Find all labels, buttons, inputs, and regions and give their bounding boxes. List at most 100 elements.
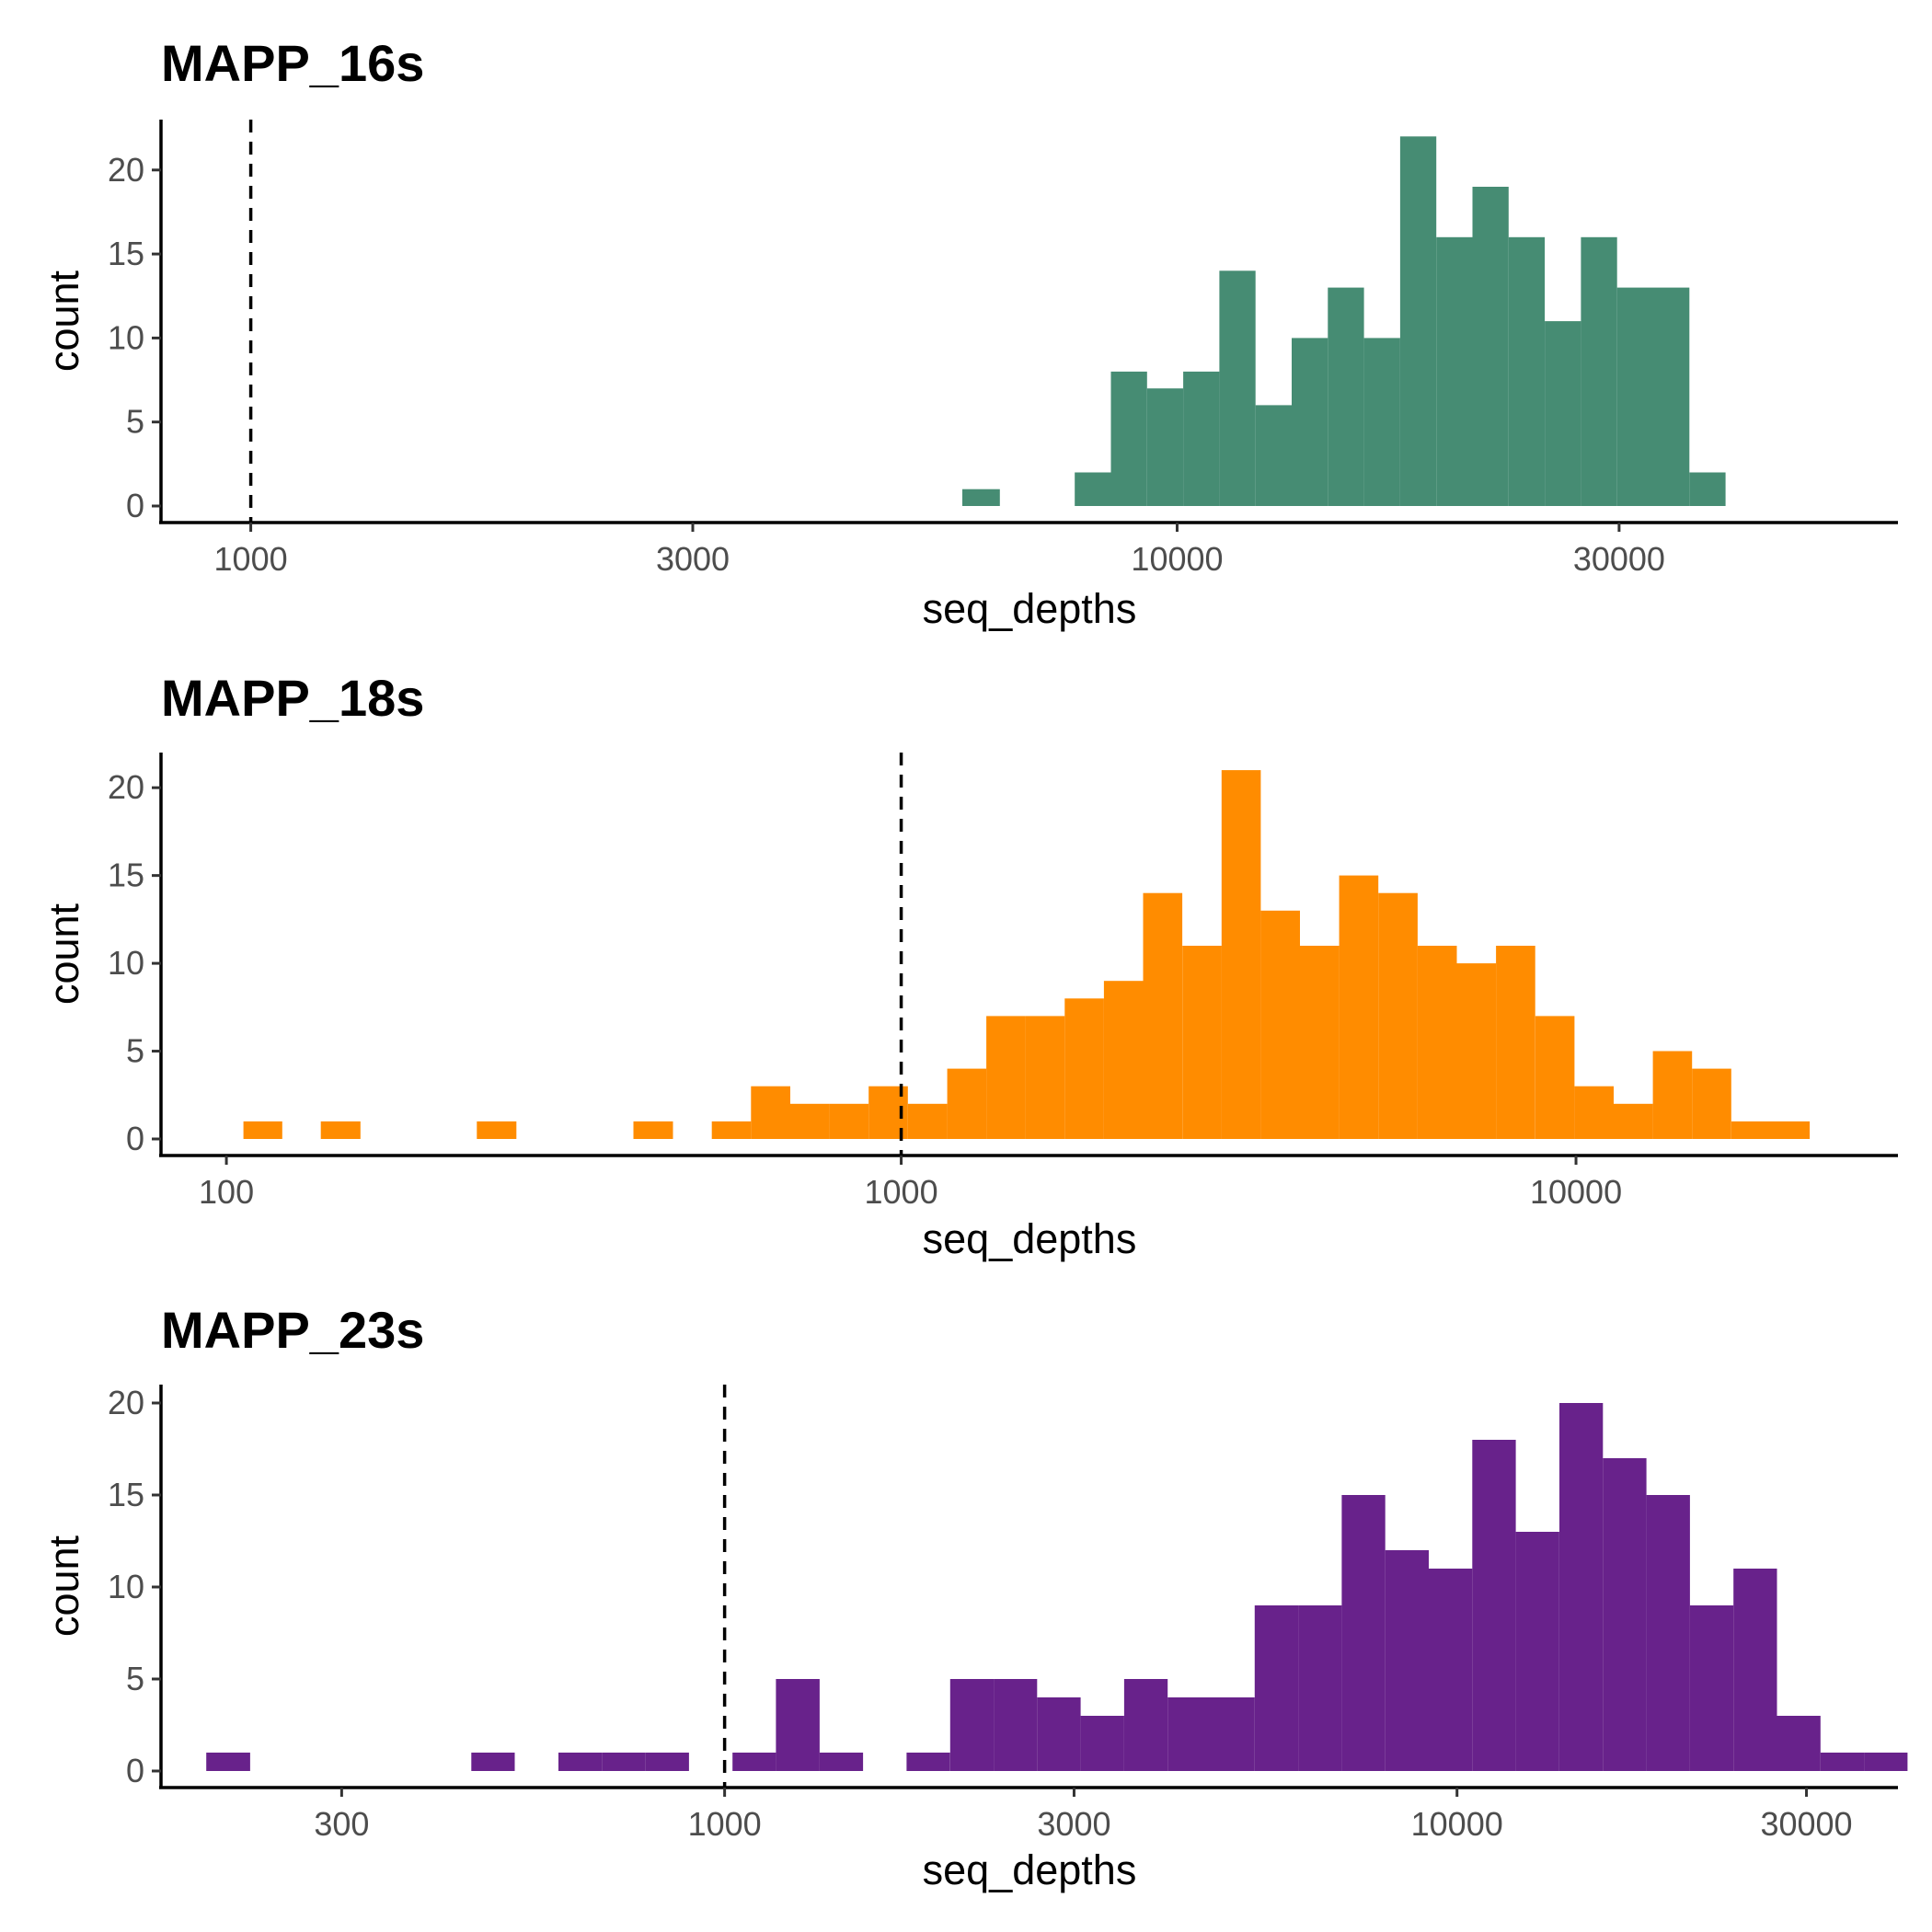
histogram-bar (602, 1753, 646, 1771)
bars-group (962, 136, 1726, 507)
x-axis-title: seq_depths (923, 1215, 1137, 1262)
histogram-bar (1219, 270, 1256, 506)
histogram-bar (1123, 1679, 1168, 1771)
histogram-bar (1731, 1121, 1771, 1139)
x-tick-label: 1000 (214, 540, 288, 578)
histogram-bar (906, 1753, 950, 1771)
histogram-bar (1064, 998, 1104, 1139)
y-tick-label: 15 (108, 235, 144, 272)
histogram-bar (1820, 1753, 1865, 1771)
y-tick-label: 0 (126, 1752, 144, 1789)
y-tick-label: 10 (108, 318, 144, 356)
histogram-bar (1211, 1697, 1255, 1771)
histogram-bar (1037, 1697, 1081, 1771)
histogram-bar (947, 1068, 987, 1139)
histogram-bar (1025, 1016, 1065, 1139)
histogram-bar (1183, 371, 1220, 506)
y-tick-label: 15 (108, 1476, 144, 1513)
y-ticks: 0 5 10 15 20 (108, 768, 161, 1157)
histogram-bar (819, 1753, 864, 1771)
histogram-bar (1080, 1716, 1124, 1771)
histogram-bar (986, 1016, 1026, 1139)
y-tick-label: 0 (126, 1120, 144, 1157)
histogram-bar (1653, 287, 1690, 506)
histogram-bar (1864, 1753, 1908, 1771)
histogram-bar (994, 1679, 1038, 1771)
histogram-bar (829, 1103, 869, 1139)
x-tick-label: 1000 (688, 1805, 762, 1843)
x-tick-label: 30000 (1760, 1805, 1852, 1843)
histogram-bar (1603, 1458, 1647, 1771)
y-tick-label: 10 (108, 1568, 144, 1605)
histogram-bar (1616, 287, 1653, 506)
histogram-bar (1472, 187, 1509, 506)
histogram-bar (1559, 1403, 1604, 1771)
y-tick-label: 5 (126, 1660, 144, 1697)
x-tick-label: 1000 (865, 1173, 938, 1211)
x-tick-label: 10000 (1131, 540, 1223, 578)
histogram-bar (790, 1103, 830, 1139)
y-tick-label: 20 (108, 1384, 144, 1421)
histogram-bar (907, 1103, 948, 1139)
x-ticks: 100 1000 10000 (199, 1156, 1622, 1211)
histogram-bar (633, 1121, 673, 1139)
histogram-bar (1692, 1068, 1731, 1139)
y-tick-label: 15 (108, 857, 144, 894)
histogram-bar (1260, 910, 1300, 1139)
histogram-bar (1545, 321, 1581, 506)
x-ticks: 1000 3000 10000 30000 (214, 523, 1665, 578)
histogram-bar (1472, 1440, 1516, 1771)
histogram-bar (1363, 338, 1400, 506)
histogram-bar (1146, 388, 1184, 506)
y-tick-label: 5 (126, 403, 144, 441)
histogram-bar (1614, 1103, 1653, 1139)
x-ticks: 300 1000 3000 10000 30000 (314, 1788, 1853, 1843)
histogram-bar (1508, 236, 1546, 506)
y-tick-label: 10 (108, 944, 144, 982)
histogram-bar (645, 1753, 689, 1771)
y-tick-label: 20 (108, 768, 144, 806)
histogram-bar (1652, 1051, 1693, 1139)
histogram-bar (1221, 770, 1261, 1139)
histogram-bar (1328, 287, 1364, 506)
histogram-bar (1777, 1716, 1821, 1771)
y-axis-title: count (40, 1535, 87, 1637)
y-ticks: 0 5 10 15 20 (108, 1384, 161, 1789)
x-axis-title: seq_depths (923, 1846, 1137, 1893)
histogram-bar (732, 1753, 776, 1771)
panel-mapp-18s: MAPP_18s 0 5 10 15 20 100 1000 10000 seq_depth… (40, 669, 1898, 1262)
histogram-bar (776, 1679, 820, 1771)
histogram-bar (1574, 1086, 1614, 1139)
y-tick-label: 20 (108, 151, 144, 189)
histogram-bar (206, 1753, 250, 1771)
histogram-bar (1515, 1532, 1559, 1771)
histogram-bar (711, 1121, 752, 1139)
histogram-bar (1733, 1569, 1777, 1771)
y-ticks: 0 5 10 15 20 (108, 151, 161, 524)
histogram-bar (1075, 472, 1111, 506)
histogram-bar (1300, 946, 1340, 1139)
histogram-bar (1341, 1495, 1386, 1771)
x-tick-label: 3000 (1037, 1805, 1110, 1843)
x-tick-label: 10000 (1530, 1173, 1622, 1211)
histogram-bar (1255, 405, 1292, 506)
x-axis-title: seq_depths (923, 585, 1137, 632)
histogram-bar (1436, 236, 1473, 506)
histogram-bar (949, 1679, 995, 1771)
histogram-bar (1110, 371, 1147, 506)
histogram-bar (1581, 236, 1617, 506)
histogram-bar (558, 1753, 603, 1771)
x-tick-label: 3000 (656, 540, 730, 578)
histogram-bar (1496, 946, 1535, 1139)
histogram-bar (751, 1086, 790, 1139)
bars-group (206, 1403, 1908, 1771)
x-tick-label: 100 (199, 1173, 254, 1211)
y-axis-title: count (40, 270, 87, 372)
histogram-bar (477, 1121, 517, 1139)
histogram-bar (243, 1121, 282, 1139)
histogram-bar (962, 489, 1000, 506)
histogram-bar (1429, 1569, 1473, 1771)
x-tick-label: 30000 (1573, 540, 1665, 578)
